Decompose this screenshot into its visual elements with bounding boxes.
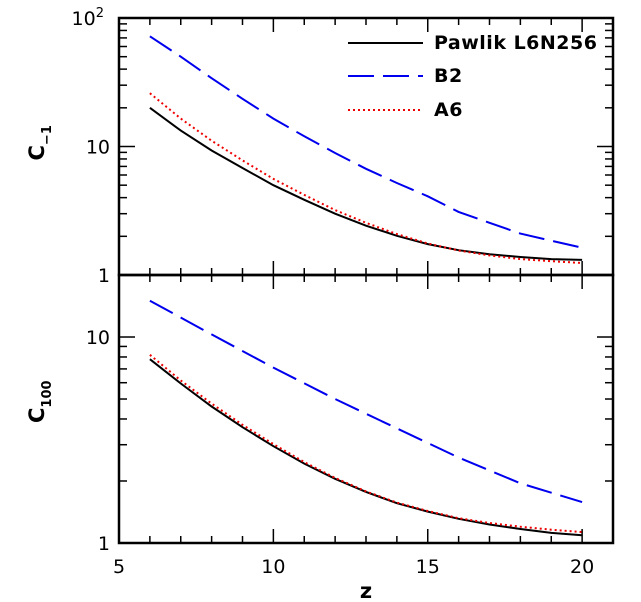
y-tick-label: 102 xyxy=(72,6,104,30)
legend-label: A6 xyxy=(434,99,463,121)
legend: Pawlik L6N256 B2 A6 xyxy=(348,32,597,121)
legend-label: Pawlik L6N256 xyxy=(434,32,597,54)
x-tick-label: 20 xyxy=(570,556,594,578)
y-axis-label: C−1 xyxy=(25,125,55,160)
series-line-a6 xyxy=(149,354,583,534)
y-tick-label: 10 xyxy=(86,137,110,159)
frame-layer xyxy=(117,16,615,545)
series-line-b2 xyxy=(149,35,583,249)
top-panel-frame xyxy=(117,16,615,277)
series-line-a6 xyxy=(149,92,583,264)
series-line-b2 xyxy=(149,299,583,504)
series-line-pawlik-l6n256 xyxy=(149,106,583,261)
legend-label: B2 xyxy=(434,65,463,87)
x-tick-label: 10 xyxy=(261,556,285,578)
series-layer xyxy=(149,35,583,537)
bottom-panel-frame xyxy=(117,273,615,545)
y-tick-label: 1 xyxy=(98,533,110,555)
label-layer: 1 10 102 C−1 1 10 C100 5 10 15 20 z xyxy=(25,6,594,602)
tick-layer xyxy=(118,17,614,544)
x-tick-label: 5 xyxy=(113,556,125,578)
x-axis-label: z xyxy=(360,579,372,602)
y-axis-label: C100 xyxy=(25,380,55,423)
x-tick-label: 15 xyxy=(416,556,440,578)
y-tick-label: 1 xyxy=(98,265,110,287)
y-tick-label: 10 xyxy=(86,327,110,349)
series-line-pawlik-l6n256 xyxy=(149,358,583,537)
